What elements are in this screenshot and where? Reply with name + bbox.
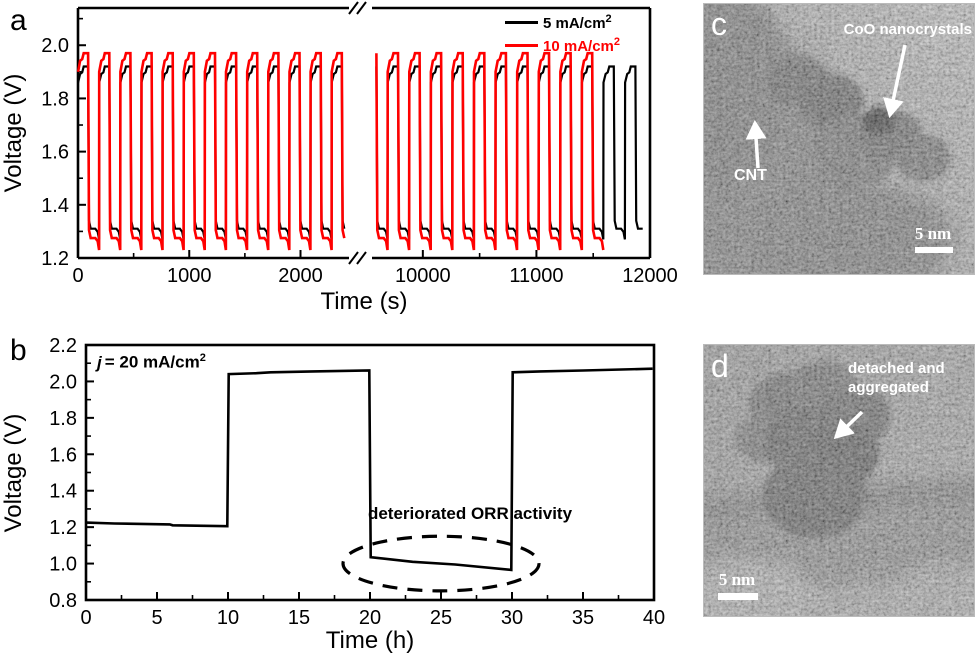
scale-bar-label-d: 5 nm xyxy=(718,570,756,589)
tick-label: 35 xyxy=(572,607,594,629)
tick-label: 1.6 xyxy=(41,142,69,164)
panel-a-letter: a xyxy=(10,4,27,37)
legend-label-10ma: 10 mA/cm2 xyxy=(543,36,620,55)
detached-arrow xyxy=(833,410,864,440)
legend-label-5ma: 5 mA/cm2 xyxy=(543,13,612,32)
tick-label: 1.8 xyxy=(49,408,77,430)
panel-a-legend: 5 mA/cm2 10 mA/cm2 xyxy=(505,11,620,57)
tick-label: 1000 xyxy=(167,265,212,287)
tick-label: 2.0 xyxy=(41,35,69,57)
tem-image-d xyxy=(703,344,975,617)
coo-arrow xyxy=(883,44,907,119)
series-5mAcm2 xyxy=(375,65,643,240)
tick-label: 2000 xyxy=(278,265,323,287)
tick-label: 40 xyxy=(643,607,665,629)
panel-a-y-axis-label: Voltage (V) xyxy=(0,73,27,193)
deteriorated-orr-label: deteriorated ORR activity xyxy=(367,504,573,523)
panel-b-y-axis-label: Voltage (V) xyxy=(0,413,27,533)
tick-label: 1.0 xyxy=(49,554,77,576)
tick-label: 10 xyxy=(217,607,239,629)
legend-swatch-5ma xyxy=(505,21,538,24)
legend-row-10ma: 10 mA/cm2 xyxy=(505,34,620,57)
tick-label: 15 xyxy=(288,607,310,629)
cnt-arrow xyxy=(745,119,767,169)
legend-swatch-10ma xyxy=(505,44,538,47)
chart-b: 0 5 10 15 20 25 30 35 40 0.8 1.0 1.2 1.4 1.6 1.8 2.0 2.2 xyxy=(49,335,665,629)
tick-label: 20 xyxy=(359,607,381,629)
panel-b-x-axis-label: Time (h) xyxy=(325,627,415,654)
coo-nanocrystals-label: CoO nanocrystals xyxy=(843,21,972,38)
tick-label: 2.0 xyxy=(49,371,77,393)
chart-a: 0 1000 2000 10000 11000 12000 1.2 1.4 1.6 1.8 2.0 xyxy=(41,1,678,287)
tick-label: 1.2 xyxy=(49,517,77,539)
tick-label: 11000 xyxy=(509,265,563,287)
cnt-label: CNT xyxy=(734,167,767,184)
tick-label: 1.8 xyxy=(41,88,69,110)
tick-label: 12000 xyxy=(622,265,678,287)
scale-bar-c xyxy=(915,247,953,253)
tick-label: 1.4 xyxy=(41,195,69,217)
tick-label: 10000 xyxy=(395,265,451,287)
series-10mAcm2 xyxy=(375,51,605,251)
panel-d-letter: d xyxy=(711,348,729,384)
tick-label: 2.2 xyxy=(49,335,77,357)
series-10mAcm2 xyxy=(76,51,346,251)
charts-layer: 0 1000 2000 10000 11000 120001.21.41.61.82.00… xyxy=(41,1,678,629)
scale-bar-label-c: 5 nm xyxy=(914,224,952,243)
deteriorated-orr-ellipse xyxy=(341,534,541,593)
tick-label: 0 xyxy=(80,607,91,629)
tem-d-grain-texture xyxy=(703,344,975,617)
detached-aggregated-label: detached and aggregated xyxy=(848,360,945,396)
tick-label: 0.8 xyxy=(49,590,77,612)
current-density-annotation: j = 20 mA/cm2 xyxy=(97,352,206,372)
tick-label: 1.4 xyxy=(49,481,77,503)
legend-row-5ma: 5 mA/cm2 xyxy=(505,11,620,34)
series-5mAcm2 xyxy=(77,65,346,240)
tick-label: 1.2 xyxy=(41,248,69,270)
tick-label: 1.6 xyxy=(49,444,77,466)
tick-label: 25 xyxy=(430,607,452,629)
series-20mAcm2 xyxy=(85,367,653,572)
tick-label: 30 xyxy=(501,607,523,629)
tem-d-border xyxy=(703,344,975,617)
tem-image-c xyxy=(703,3,975,275)
tick-label: 5 xyxy=(151,607,162,629)
tem-c-border xyxy=(703,3,975,275)
tick-label: 0 xyxy=(72,265,83,287)
panel-c-letter: c xyxy=(711,6,727,42)
panel-a-x-axis-label: Time (s) xyxy=(320,288,408,315)
panel-b-letter: b xyxy=(10,334,27,367)
scale-bar-d xyxy=(718,593,758,600)
